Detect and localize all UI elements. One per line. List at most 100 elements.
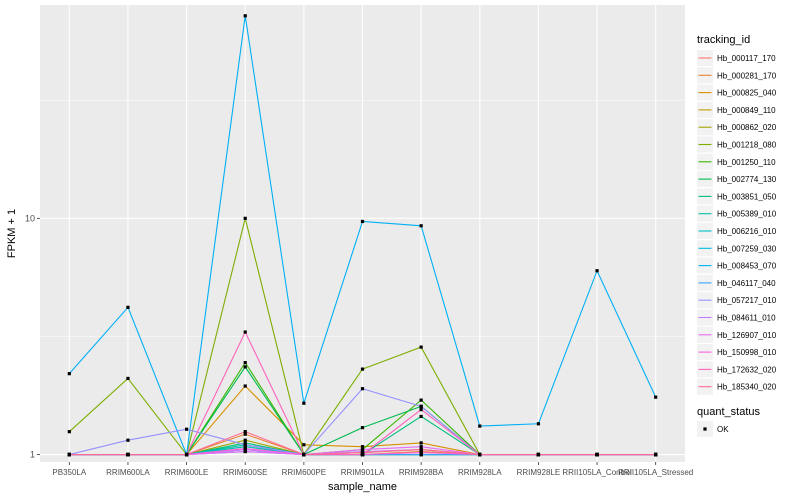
data-point [243,438,247,442]
data-point [419,447,423,452]
data-point [243,441,247,445]
shape-legend-title: quant_status [697,406,760,418]
legend-item: Hb_000849_110 [697,101,776,118]
data-point [302,452,306,457]
data-point [595,269,599,273]
series-layer [67,14,658,457]
data-point [302,443,306,447]
data-point [419,445,423,449]
data-point [360,219,365,224]
data-point [184,452,189,457]
data-point [67,372,71,376]
data-point [360,387,365,391]
legend-item: Hb_007259_030 [697,240,777,257]
x-axis-title: sample_name [328,481,397,493]
data-point [419,441,423,445]
data-point [243,445,247,449]
legend-label: Hb_006216_010 [717,227,777,236]
data-point [360,367,365,371]
data-point [360,447,365,452]
x-tick-label: RRIM600LA [106,468,150,477]
data-point [243,443,247,447]
data-point [419,404,423,408]
data-point [360,445,365,449]
data-point [360,426,365,430]
y-tick-label: 10 [25,213,35,223]
legend-label: Hb_008453_070 [717,262,777,271]
legend-item: Hb_185340_020 [697,378,777,395]
data-point [126,438,130,442]
legend-label: Hb_000849_110 [717,106,776,115]
data-point [478,424,482,428]
x-tick-label: RRIM928LA [458,468,502,477]
data-point [595,452,599,457]
legend-item: Hb_000117_170 [697,50,776,66]
shape-legend-point [703,427,707,431]
legend-item: Hb_003851_050 [697,188,777,205]
legend-label: Hb_005389_010 [717,210,777,219]
data-point [243,384,247,388]
data-point [243,330,247,334]
legend-item: Hb_084611_010 [697,309,776,326]
data-point [243,449,247,454]
data-point [126,452,130,457]
legend-label: Hb_172632_020 [717,365,777,374]
x-tick-label: RRIM928LE [517,468,561,477]
legend-label: Hb_003851_050 [717,192,777,201]
data-point [243,446,247,451]
x-tick-label: RRII105LA_Control [562,468,632,477]
points-Hb_185340_020 [67,430,658,457]
data-point [536,452,541,457]
data-point [243,430,247,434]
data-point [302,401,306,405]
data-point [478,452,482,457]
legend-item: Hb_006216_010 [697,223,777,239]
legend-item: Hb_057217_010 [697,292,777,309]
data-point [126,305,130,309]
data-point [243,432,247,436]
legend-label: Hb_057217_010 [717,296,777,305]
data-point [126,376,130,381]
x-tick-label: RRII105LA_Stressed [618,468,693,477]
legend-label: Hb_007259_030 [717,244,777,253]
legend-item: Hb_046117_040 [697,274,776,291]
legend-label: Hb_084611_010 [717,314,776,323]
data-point [243,365,247,369]
legend-title: tracking_id [697,34,750,46]
y-axis: 1 10 [25,213,40,460]
legend-item: Hb_150998_010 [697,344,777,361]
legend-item: Hb_002774_130 [697,171,777,188]
legend-label: Hb_002774_130 [717,175,777,184]
x-axis: PB350LA RRIM600LA RRIM600LE RRIM600SE RRIM60… [52,462,693,477]
x-tick-label: RRIM600PE [282,468,326,477]
plot-panel [40,5,685,462]
data-point [419,450,423,455]
data-point [419,398,423,402]
legend-item: Hb_001250_110 [697,153,776,170]
data-point [419,414,423,419]
x-tick-label: PB350LA [52,468,86,477]
legend: tracking_id Hb_000117_170 Hb_000281_170 Hb_… [697,34,777,437]
data-point [67,452,71,457]
data-point [419,407,423,412]
data-point [654,452,658,457]
legend-item: Hb_000862_020 [697,119,777,136]
legend-label: Hb_000281_170 [717,71,777,80]
data-point [654,395,658,399]
legend-label: Hb_000825_040 [717,89,777,98]
x-tick-label: RRIM928BA [399,468,444,477]
shape-legend-item: OK [697,421,729,437]
data-point [419,224,423,228]
data-point [67,430,71,434]
data-point [184,427,189,431]
data-point [243,14,247,18]
legend-label: Hb_185340_020 [717,383,777,392]
legend-label: Hb_150998_010 [717,348,777,357]
data-point [243,216,247,220]
legend-item: Hb_001218_080 [697,136,777,153]
legend-item: Hb_000825_040 [697,84,777,101]
legend-item: Hb_126907_010 [697,326,777,343]
legend-label: Hb_000862_020 [717,123,777,132]
